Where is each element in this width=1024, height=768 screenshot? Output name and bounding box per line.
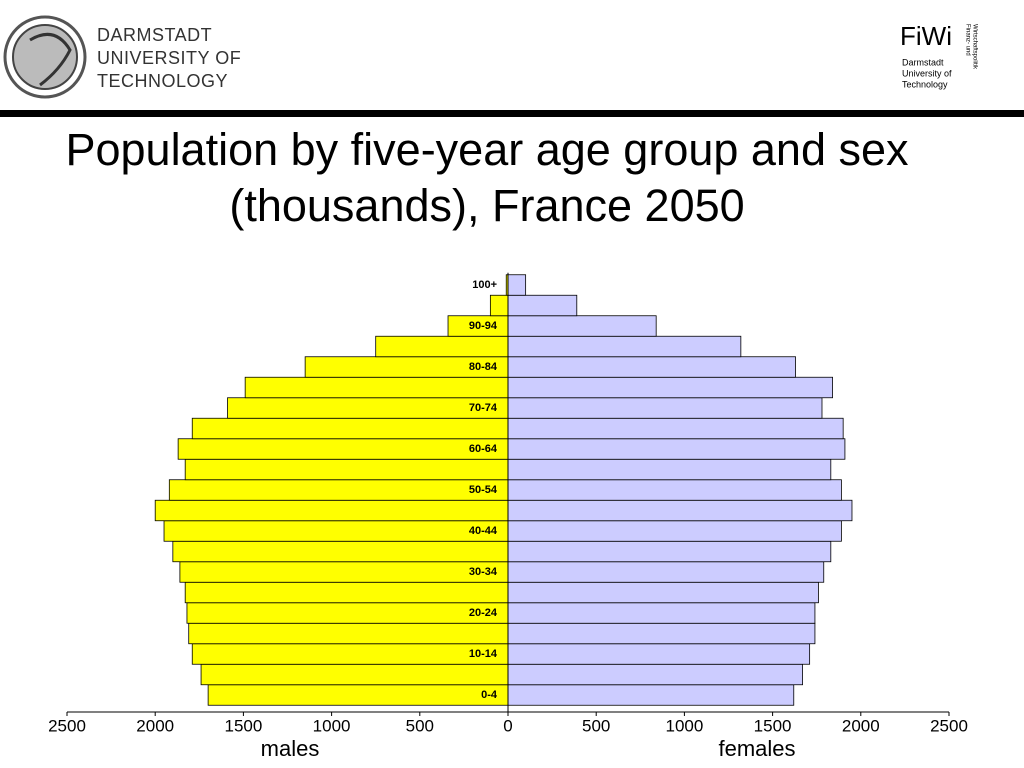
bar — [507, 458, 832, 481]
bar — [507, 684, 795, 706]
x-tick-label: 1000 — [665, 716, 703, 735]
bar — [168, 479, 509, 501]
logo-sub: University of — [902, 68, 952, 78]
bar — [200, 663, 509, 686]
bar — [507, 643, 811, 665]
bar — [507, 294, 578, 317]
bar — [507, 274, 527, 296]
x-tick-label: 2500 — [930, 716, 968, 735]
bar — [227, 397, 509, 419]
bar — [507, 602, 816, 624]
university-line: TECHNOLOGY — [97, 71, 229, 91]
bar — [489, 294, 509, 317]
bar — [507, 376, 833, 399]
x-tick-label: 1500 — [224, 716, 262, 735]
x-tick-label: 0 — [503, 716, 512, 735]
university-line: UNIVERSITY OF — [97, 48, 242, 68]
bar — [507, 356, 796, 378]
x-tick-label: 1000 — [313, 716, 351, 735]
category-label: 90-94 — [469, 320, 498, 332]
bar — [177, 438, 509, 460]
bar — [172, 540, 509, 563]
category-label: 30-34 — [469, 566, 498, 578]
category-label: 0-4 — [481, 689, 498, 701]
bar — [191, 643, 509, 665]
bar — [507, 397, 823, 419]
category-label: 80-84 — [469, 361, 498, 373]
category-label: 50-54 — [469, 484, 498, 496]
bar — [188, 622, 509, 645]
bar — [507, 335, 742, 358]
bar — [507, 581, 819, 604]
chart-title: Population by five-year age group and se… — [65, 124, 909, 231]
logo-side: Finanz- und — [964, 24, 970, 56]
bar — [507, 417, 844, 440]
university-logo — [3, 15, 87, 99]
bar — [507, 622, 816, 645]
category-label: 40-44 — [469, 525, 498, 537]
x-tick-label: 500 — [582, 716, 610, 735]
logo-profile — [29, 32, 72, 87]
bar — [186, 602, 509, 624]
category-label: 20-24 — [469, 607, 498, 619]
bar — [191, 417, 509, 440]
university-line: DARMSTADT — [97, 25, 213, 45]
category-label: 100+ — [472, 279, 497, 291]
category-label: 70-74 — [469, 402, 498, 414]
logo-ring — [3, 15, 87, 99]
bar — [184, 581, 509, 604]
university-name: DARMSTADT UNIVERSITY OF TECHNOLOGY — [97, 24, 241, 93]
bar — [507, 499, 853, 522]
x-tick-label: 1500 — [754, 716, 792, 735]
x-tick-label: 2000 — [842, 716, 880, 735]
bar — [244, 376, 509, 399]
bar — [507, 663, 803, 686]
bar — [507, 479, 842, 501]
bar — [163, 520, 509, 542]
x-tick-label: 500 — [406, 716, 434, 735]
bar — [184, 458, 509, 481]
logo-sub: Darmstadt — [902, 57, 944, 67]
bar — [507, 520, 842, 542]
bar — [507, 438, 846, 460]
x-tick-label: 2000 — [136, 716, 174, 735]
bar — [507, 561, 825, 583]
axis-label-males: males — [261, 736, 320, 761]
bar — [507, 540, 832, 563]
axis-label-females: females — [718, 736, 795, 761]
x-tick-label: 2500 — [48, 716, 86, 735]
bar — [375, 335, 509, 358]
logo-sub: Technology — [902, 79, 948, 89]
logo-text: FiWi — [900, 21, 952, 51]
header-rule — [0, 110, 1024, 117]
bar — [179, 561, 509, 583]
category-label: 60-64 — [469, 443, 498, 455]
category-label: 10-14 — [469, 648, 498, 660]
logo-side: Wirtschaftspolitik — [971, 24, 977, 70]
bar — [207, 684, 509, 706]
bar — [507, 315, 657, 337]
bar — [154, 499, 509, 522]
